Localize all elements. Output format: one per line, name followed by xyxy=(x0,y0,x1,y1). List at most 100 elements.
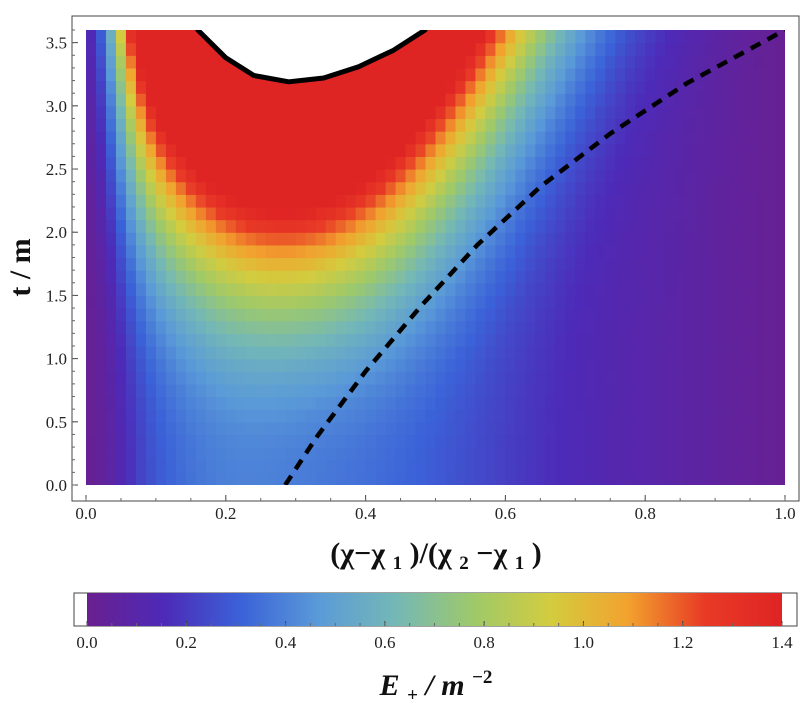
heatmap-cell xyxy=(86,169,97,183)
heatmap-cell xyxy=(225,93,237,107)
heatmap-cell xyxy=(655,472,666,485)
heatmap-cell xyxy=(515,371,526,385)
heatmap-cell xyxy=(285,333,297,347)
heatmap-cell xyxy=(735,295,746,309)
heatmap-cell xyxy=(585,358,596,372)
heatmap-cell xyxy=(615,447,626,461)
heatmap-cell xyxy=(545,67,556,82)
heatmap-cell xyxy=(245,194,257,208)
heatmap-cell xyxy=(635,345,646,360)
heatmap-cell xyxy=(545,459,556,473)
heatmap-cell xyxy=(515,181,526,195)
heatmap-cell xyxy=(285,143,297,157)
heatmap-cell xyxy=(185,105,197,120)
heatmap-cell xyxy=(495,257,506,271)
heatmap-cell xyxy=(695,383,706,398)
heatmap-cell xyxy=(385,232,397,246)
heatmap-cell xyxy=(735,143,746,157)
heatmap-cell xyxy=(735,371,746,385)
heatmap-cell xyxy=(495,244,506,259)
heatmap-cell xyxy=(385,194,397,208)
heatmap-cell xyxy=(115,345,127,360)
y-tick-label: 1.0 xyxy=(46,350,67,369)
heatmap-cell xyxy=(615,105,626,120)
heatmap-cell xyxy=(395,194,407,208)
heatmap-cell xyxy=(205,80,217,94)
heatmap-cell xyxy=(405,409,417,423)
heatmap-cell xyxy=(115,143,127,157)
heatmap-cell xyxy=(395,270,407,284)
heatmap-cell xyxy=(695,434,706,448)
heatmap-cell xyxy=(215,320,227,334)
heatmap-cell xyxy=(555,308,566,322)
heatmap-cell xyxy=(275,409,287,423)
heatmap-cell xyxy=(495,320,506,334)
heatmap-cell xyxy=(325,371,337,385)
heatmap-cell xyxy=(625,371,636,385)
heatmap-cell xyxy=(235,371,247,385)
heatmap-cell xyxy=(555,30,566,44)
heatmap-cell xyxy=(665,295,676,309)
heatmap-cell xyxy=(585,67,596,82)
heatmap-cell xyxy=(395,219,407,233)
heatmap-cell xyxy=(105,383,117,398)
heatmap-cell xyxy=(465,30,477,44)
heatmap-cell xyxy=(775,143,785,157)
heatmap-cell xyxy=(555,371,566,385)
heatmap-cell xyxy=(485,371,497,385)
heatmap-cell xyxy=(635,409,646,423)
heatmap-cell xyxy=(735,67,746,82)
heatmap-cell xyxy=(215,80,227,94)
heatmap-cell xyxy=(645,143,656,157)
heatmap-cell xyxy=(235,143,247,157)
heatmap-cell xyxy=(355,421,367,436)
heatmap-cell xyxy=(115,244,127,259)
heatmap-cell xyxy=(175,105,187,120)
heatmap-cell xyxy=(665,333,676,347)
heatmap-cell xyxy=(705,308,716,322)
heatmap-cell xyxy=(685,409,696,423)
heatmap-cell xyxy=(675,118,686,132)
heatmap-cell xyxy=(605,282,616,297)
heatmap-cell xyxy=(305,459,317,473)
heatmap-cell xyxy=(255,409,267,423)
heatmap-cell xyxy=(635,118,646,132)
heatmap-cell xyxy=(115,131,127,145)
heatmap-cell xyxy=(495,206,506,221)
heatmap-cell xyxy=(215,409,227,423)
heatmap-cell xyxy=(475,143,487,157)
heatmap-cell xyxy=(715,30,726,44)
heatmap-cell xyxy=(655,421,666,436)
heatmap-cell xyxy=(86,42,97,56)
heatmap-cell xyxy=(425,244,437,259)
heatmap-cell xyxy=(775,194,785,208)
heatmap-cell xyxy=(95,308,107,322)
heatmap-cell xyxy=(145,42,157,56)
heatmap-cell xyxy=(545,131,556,145)
heatmap-cell xyxy=(745,169,756,183)
heatmap-cell xyxy=(695,244,706,259)
heatmap-cell xyxy=(525,333,536,347)
heatmap-cell xyxy=(145,93,157,107)
heatmap-cell xyxy=(215,219,227,233)
heatmap-cell xyxy=(725,67,736,82)
heatmap-cell xyxy=(185,282,197,297)
heatmap-cell xyxy=(545,472,556,485)
heatmap-cell xyxy=(125,472,137,485)
heatmap-cell xyxy=(635,131,646,145)
heatmap-cell xyxy=(575,67,586,82)
heatmap-cell xyxy=(395,295,407,309)
heatmap-cell xyxy=(515,105,526,120)
heatmap-cell xyxy=(695,118,706,132)
heatmap-cell xyxy=(575,80,586,94)
heatmap-cell xyxy=(205,131,217,145)
heatmap-cell xyxy=(775,42,785,56)
heatmap-cell xyxy=(585,383,596,398)
heatmap-cell xyxy=(145,181,157,195)
heatmap-cell xyxy=(215,308,227,322)
heatmap-cell xyxy=(565,232,576,246)
heatmap-cell xyxy=(475,219,487,233)
heatmap-cell xyxy=(755,447,766,461)
heatmap-cell xyxy=(295,459,307,473)
heatmap-cell xyxy=(375,421,387,436)
